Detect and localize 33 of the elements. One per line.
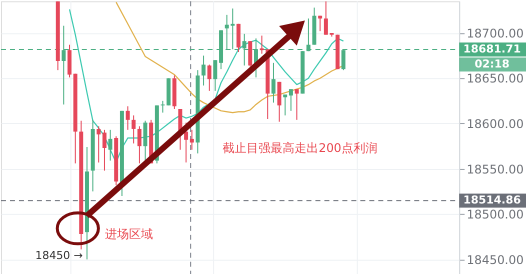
candlestick: [96, 126, 101, 163]
y-tick-label: 18450.00: [466, 252, 524, 267]
annotation: 截止目强最高走出200点利润: [222, 140, 378, 155]
y-tick-label: 18600.00: [466, 117, 524, 131]
candlestick: [213, 60, 218, 92]
annotation: 进场区域: [104, 226, 153, 241]
line-series: [116, 2, 344, 114]
candlestick: [160, 100, 165, 114]
candlestick: [143, 120, 148, 162]
candlestick: [283, 94, 288, 116]
candlestick: [126, 106, 130, 130]
y-tick-label: 18700.00: [466, 26, 524, 40]
y-tick-label: 18500.00: [466, 208, 524, 222]
candlestick: [271, 62, 276, 104]
text: 02:18: [474, 57, 510, 70]
candlestick: [132, 114, 136, 144]
ref-line-label: 18681.71: [463, 42, 521, 56]
candlestick: [324, 1, 328, 36]
candlestick: [190, 129, 194, 150]
candlestick: [318, 15, 322, 32]
candlestick: [137, 126, 142, 164]
y-tick-label: 18550.00: [466, 162, 524, 176]
candlestick: [102, 129, 106, 172]
candlestick: [207, 64, 212, 92]
candlestick: [288, 88, 293, 112]
annotation: 18450 →: [35, 248, 83, 262]
ref-line-label: 18514.86: [463, 194, 522, 207]
y-tick-label: 18650.00: [466, 72, 524, 86]
candlestick: [294, 88, 299, 120]
candlestick: [236, 23, 241, 52]
candlestick: [108, 129, 112, 162]
candlestick: [202, 55, 206, 86]
candlestick: [277, 81, 282, 122]
